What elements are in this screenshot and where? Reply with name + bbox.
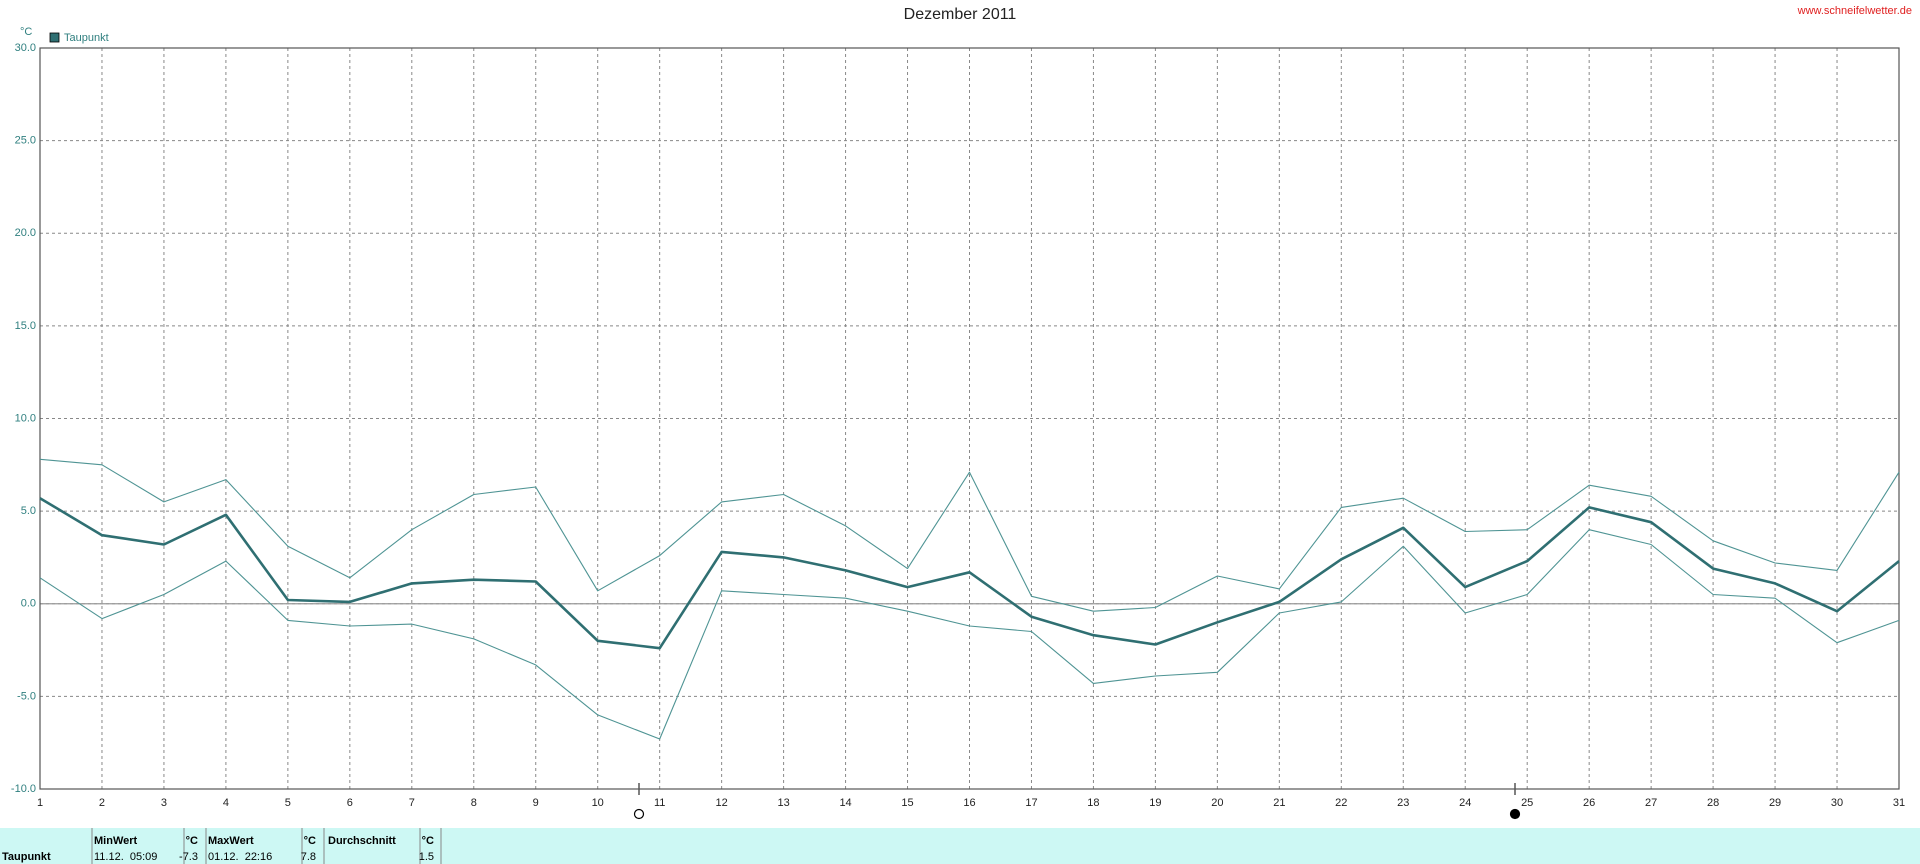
table-header: °C	[304, 835, 316, 847]
y-unit: °C	[20, 26, 32, 38]
table-cell: -7.3	[179, 851, 198, 863]
x-tick-label: 2	[99, 797, 105, 809]
y-tick-label: 0.0	[21, 598, 36, 610]
table-background	[0, 828, 1920, 864]
x-tick-label: 25	[1521, 797, 1533, 809]
x-tick-label: 24	[1459, 797, 1471, 809]
full-moon-icon	[633, 808, 645, 820]
x-tick-label: 17	[1025, 797, 1037, 809]
table-header: °C	[422, 835, 434, 847]
y-tick-label: 30.0	[15, 42, 36, 54]
x-tick-label: 4	[223, 797, 229, 809]
x-tick-label: 14	[839, 797, 851, 809]
y-tick-label: 5.0	[21, 505, 36, 517]
range-line	[39, 458, 1900, 612]
x-tick-label: 6	[347, 797, 353, 809]
x-tick-label: 5	[285, 797, 291, 809]
x-tick-label: 29	[1769, 797, 1781, 809]
range-line	[39, 529, 1900, 740]
x-tick-label: 20	[1211, 797, 1223, 809]
table-header: MaxWert	[208, 835, 254, 847]
x-tick-label: 21	[1273, 797, 1285, 809]
x-tick-label: 9	[533, 797, 539, 809]
x-tick-label: 13	[777, 797, 789, 809]
y-tick-label: 10.0	[15, 412, 36, 424]
table-cell: 01.12. 22:16	[208, 851, 272, 863]
table-cell: Taupunkt	[2, 851, 51, 863]
legend-swatch	[49, 32, 60, 43]
chart-title: Dezember 2011	[904, 6, 1017, 23]
table-cell: 7.8	[301, 851, 316, 863]
y-tick-label: 15.0	[15, 320, 36, 332]
x-tick-label: 1	[37, 797, 43, 809]
x-tick-label: 27	[1645, 797, 1657, 809]
x-tick-label: 26	[1583, 797, 1595, 809]
series-line	[39, 497, 1900, 650]
new-moon-icon	[1509, 808, 1521, 820]
legend-label: Taupunkt	[64, 32, 109, 44]
x-tick-label: 18	[1087, 797, 1099, 809]
x-tick-label: 10	[592, 797, 604, 809]
x-tick-label: 31	[1893, 797, 1905, 809]
table-header: Durchschnitt	[328, 835, 396, 847]
x-tick-label: 8	[471, 797, 477, 809]
x-tick-label: 23	[1397, 797, 1409, 809]
source-label: www.schneifelwetter.de	[1797, 5, 1912, 17]
table-header: °C	[186, 835, 198, 847]
x-tick-label: 19	[1149, 797, 1161, 809]
x-tick-label: 22	[1335, 797, 1347, 809]
x-tick-label: 12	[716, 797, 728, 809]
y-tick-label: 20.0	[15, 227, 36, 239]
table-cell: 1.5	[419, 851, 434, 863]
plot-frame	[39, 47, 1900, 790]
y-tick-label: 25.0	[15, 135, 36, 147]
table-cell: 11.12. 05:09	[94, 851, 157, 863]
y-tick-label: -5.0	[17, 690, 36, 702]
x-tick-label: 28	[1707, 797, 1719, 809]
x-tick-label: 15	[901, 797, 913, 809]
x-tick-label: 16	[963, 797, 975, 809]
y-tick-label: -10.0	[11, 783, 36, 795]
table-header: MinWert	[94, 835, 138, 847]
x-tick-label: 11	[654, 797, 665, 809]
x-tick-label: 7	[409, 797, 415, 809]
x-tick-label: 30	[1831, 797, 1843, 809]
x-tick-label: 3	[161, 797, 167, 809]
